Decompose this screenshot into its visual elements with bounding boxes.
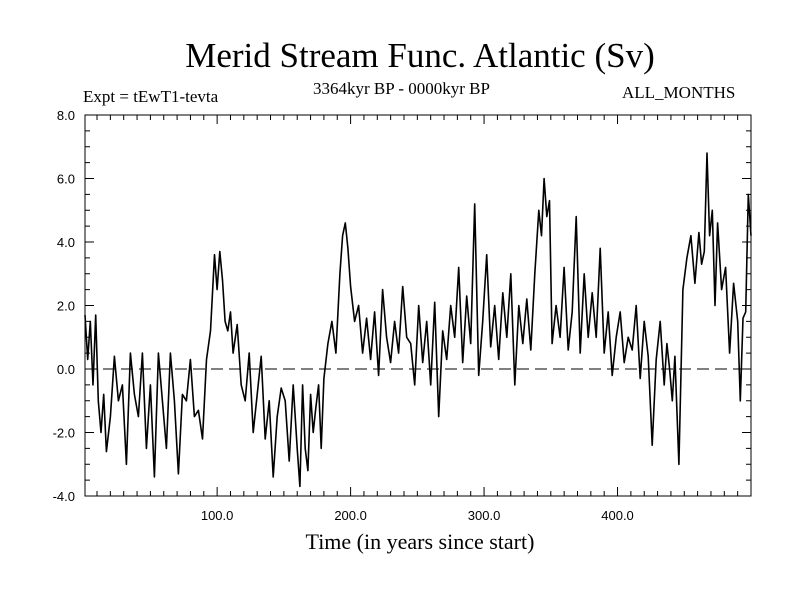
y-tick-label: 2.0 bbox=[57, 299, 75, 314]
x-axis-title: Time (in years since start) bbox=[305, 529, 535, 554]
y-tick-label: -4.0 bbox=[53, 489, 75, 504]
period-label: 3364kyr BP - 0000kyr BP bbox=[313, 79, 490, 98]
x-tick-label: 400.0 bbox=[601, 508, 634, 523]
plot-frame bbox=[84, 114, 752, 497]
y-tick-label: -2.0 bbox=[53, 426, 75, 441]
y-tick-label: 8.0 bbox=[57, 108, 75, 123]
experiment-label: Expt = tEwT1-tevta bbox=[83, 87, 219, 106]
y-tick-label: 4.0 bbox=[57, 235, 75, 250]
x-tick-labels: 100.0 200.0 300.0 400.0 bbox=[201, 508, 634, 523]
x-tick-label: 200.0 bbox=[334, 508, 367, 523]
chart-title: Merid Stream Func. Atlantic (Sv) bbox=[185, 36, 655, 75]
series-line bbox=[84, 152, 752, 488]
y-tick-labels: -4.0 -2.0 0.0 2.0 4.0 6.0 8.0 bbox=[53, 108, 75, 504]
x-tick-label: 100.0 bbox=[201, 508, 234, 523]
months-label: ALL_MONTHS bbox=[622, 83, 736, 102]
y-tick-label: 6.0 bbox=[57, 172, 75, 187]
y-tick-label: 0.0 bbox=[57, 362, 75, 377]
x-tick-label: 300.0 bbox=[468, 508, 501, 523]
